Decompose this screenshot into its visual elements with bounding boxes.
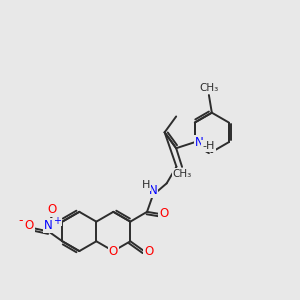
Text: O: O [47,203,56,216]
Text: O: O [109,244,118,258]
Text: O: O [159,207,168,220]
Text: CH₃: CH₃ [199,83,218,93]
Text: O: O [24,219,34,232]
Text: H: H [142,180,150,190]
Text: -: - [19,214,23,227]
Text: N: N [195,136,204,148]
Text: CH₃: CH₃ [172,169,192,179]
Text: O: O [144,244,154,258]
Text: N: N [148,184,157,197]
Text: N: N [44,219,53,232]
Text: -H: -H [202,141,215,151]
Text: +: + [53,216,62,226]
